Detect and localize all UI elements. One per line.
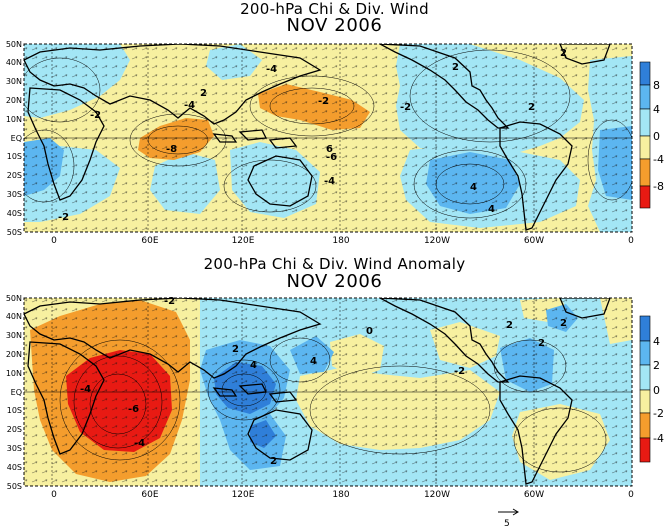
contour-label: 2 bbox=[528, 102, 535, 113]
svg-text:120W: 120W bbox=[424, 236, 450, 246]
contour-label: 0 bbox=[366, 326, 373, 337]
svg-text:30N: 30N bbox=[6, 77, 22, 86]
contour-label: -4 bbox=[80, 384, 91, 395]
svg-text:40S: 40S bbox=[7, 463, 22, 472]
top-lat-labels: 50N 40N 30N 20N 10N EQ 10S 20S 30S 40S 5… bbox=[6, 40, 22, 237]
contour-label: 2 bbox=[232, 344, 239, 355]
top-colorbar: 8 4 0 -4 -8 bbox=[639, 61, 664, 209]
svg-text:30S: 30S bbox=[7, 444, 22, 453]
colorbar-label: 0 bbox=[653, 130, 660, 143]
colorbar-label: 8 bbox=[653, 79, 660, 92]
svg-text:20S: 20S bbox=[7, 171, 22, 180]
contour-label: -4 bbox=[324, 176, 335, 187]
colorbar-label: 4 bbox=[653, 335, 660, 348]
top-panel-date: NOV 2006 bbox=[286, 15, 383, 36]
svg-text:0: 0 bbox=[628, 236, 634, 246]
svg-text:40S: 40S bbox=[7, 209, 22, 218]
svg-text:10N: 10N bbox=[6, 369, 22, 378]
svg-text:20N: 20N bbox=[6, 350, 22, 359]
contour-label: 2 bbox=[560, 318, 567, 329]
bottom-map: -2 -4 -6 -4 4 2 4 2 2 -2 2 2 0 50N 40N 3… bbox=[6, 294, 664, 500]
svg-text:60E: 60E bbox=[141, 490, 158, 500]
contour-label: -2 bbox=[454, 366, 465, 377]
svg-text:120W: 120W bbox=[424, 490, 450, 500]
svg-text:30S: 30S bbox=[7, 190, 22, 199]
colorbar-label: 2 bbox=[653, 359, 660, 372]
contour-label: 2 bbox=[560, 48, 567, 59]
svg-text:180: 180 bbox=[332, 490, 349, 500]
bottom-map-frame bbox=[23, 297, 633, 487]
svg-text:10S: 10S bbox=[7, 152, 22, 161]
svg-text:60W: 60W bbox=[524, 490, 544, 500]
colorbar-label: -4 bbox=[653, 153, 664, 166]
bottom-lon-labels: 0 60E 120E 180 120W 60W 0 bbox=[51, 490, 634, 500]
svg-text:0: 0 bbox=[51, 490, 57, 500]
svg-text:10S: 10S bbox=[7, 406, 22, 415]
contour-label: 2 bbox=[270, 456, 277, 467]
contour-label: -6 bbox=[326, 152, 337, 163]
svg-text:10N: 10N bbox=[6, 115, 22, 124]
contour-label: 4 bbox=[488, 204, 495, 215]
svg-text:120E: 120E bbox=[232, 236, 255, 246]
colorbar-label: -2 bbox=[653, 407, 664, 420]
top-map: -2 2 -4 -6 -8 -2 -4 4 6 2 2 4 -2 -2 2 -4… bbox=[6, 40, 664, 246]
contour-label: -2 bbox=[318, 96, 329, 107]
svg-text:EQ: EQ bbox=[11, 388, 22, 397]
top-map-frame bbox=[23, 43, 633, 233]
svg-text:50S: 50S bbox=[7, 482, 22, 491]
contour-label: -4 bbox=[134, 438, 145, 449]
bottom-lat-labels: 50N 40N 30N 20N 10N EQ 10S 20S 30S 40S 5… bbox=[6, 294, 22, 491]
contour-label: 2 bbox=[200, 88, 207, 99]
svg-text:60E: 60E bbox=[141, 236, 158, 246]
contour-label: -2 bbox=[400, 102, 411, 113]
contour-label: -2 bbox=[90, 110, 101, 121]
colorbar-label: 4 bbox=[653, 103, 660, 116]
contour-label: 4 bbox=[250, 360, 257, 371]
svg-text:50S: 50S bbox=[7, 228, 22, 237]
contour-label: -2 bbox=[58, 212, 69, 223]
contour-label: 4 bbox=[470, 182, 477, 193]
top-contours bbox=[24, 49, 632, 219]
contour-label: 6 bbox=[326, 144, 333, 155]
colorbar-label: 0 bbox=[653, 384, 660, 397]
svg-text:50N: 50N bbox=[6, 40, 22, 49]
top-lon-labels: 0 60E 120E 180 120W 60W 0 bbox=[51, 236, 634, 246]
svg-text:40N: 40N bbox=[6, 312, 22, 321]
contour-label: -4 bbox=[266, 64, 277, 75]
contour-label: -2 bbox=[164, 296, 175, 307]
bottom-panel-title: 200-hPa Chi & Div. Wind Anomaly bbox=[203, 255, 466, 273]
reference-vector-label: 5 bbox=[504, 519, 510, 529]
svg-text:EQ: EQ bbox=[11, 134, 22, 143]
svg-text:40N: 40N bbox=[6, 58, 22, 67]
reference-vector: 5 bbox=[498, 508, 519, 529]
svg-text:0: 0 bbox=[628, 490, 634, 500]
contour-label: 2 bbox=[452, 62, 459, 73]
svg-text:120E: 120E bbox=[232, 490, 255, 500]
svg-text:20S: 20S bbox=[7, 425, 22, 434]
top-contour-labels: -2 2 -4 -6 -8 -2 -4 4 6 2 2 4 -2 -2 2 -4 bbox=[58, 48, 567, 223]
contour-label: 2 bbox=[506, 320, 513, 331]
contour-label: -4 bbox=[184, 100, 195, 111]
contour-label: 4 bbox=[310, 356, 317, 367]
contour-label: -8 bbox=[166, 144, 177, 155]
contour-label: -6 bbox=[128, 404, 139, 415]
bottom-panel-date: NOV 2006 bbox=[286, 271, 383, 292]
bottom-colorbar: 4 2 0 -2 -4 bbox=[639, 315, 664, 463]
svg-text:50N: 50N bbox=[6, 294, 22, 303]
svg-text:180: 180 bbox=[332, 236, 349, 246]
svg-text:0: 0 bbox=[51, 236, 57, 246]
colorbar-label: -4 bbox=[653, 432, 664, 445]
bottom-contours bbox=[59, 337, 607, 473]
svg-text:20N: 20N bbox=[6, 96, 22, 105]
bottom-contour-labels: -2 -4 -6 -4 4 2 4 2 2 -2 2 2 0 bbox=[80, 296, 567, 467]
colorbar-label: -8 bbox=[653, 180, 664, 193]
svg-text:30N: 30N bbox=[6, 331, 22, 340]
top-gridlines bbox=[24, 44, 632, 232]
svg-text:60W: 60W bbox=[524, 236, 544, 246]
top-panel-title: 200-hPa Chi & Div. Wind bbox=[240, 0, 429, 18]
contour-label: 2 bbox=[538, 338, 545, 349]
bottom-gridlines bbox=[24, 298, 632, 486]
